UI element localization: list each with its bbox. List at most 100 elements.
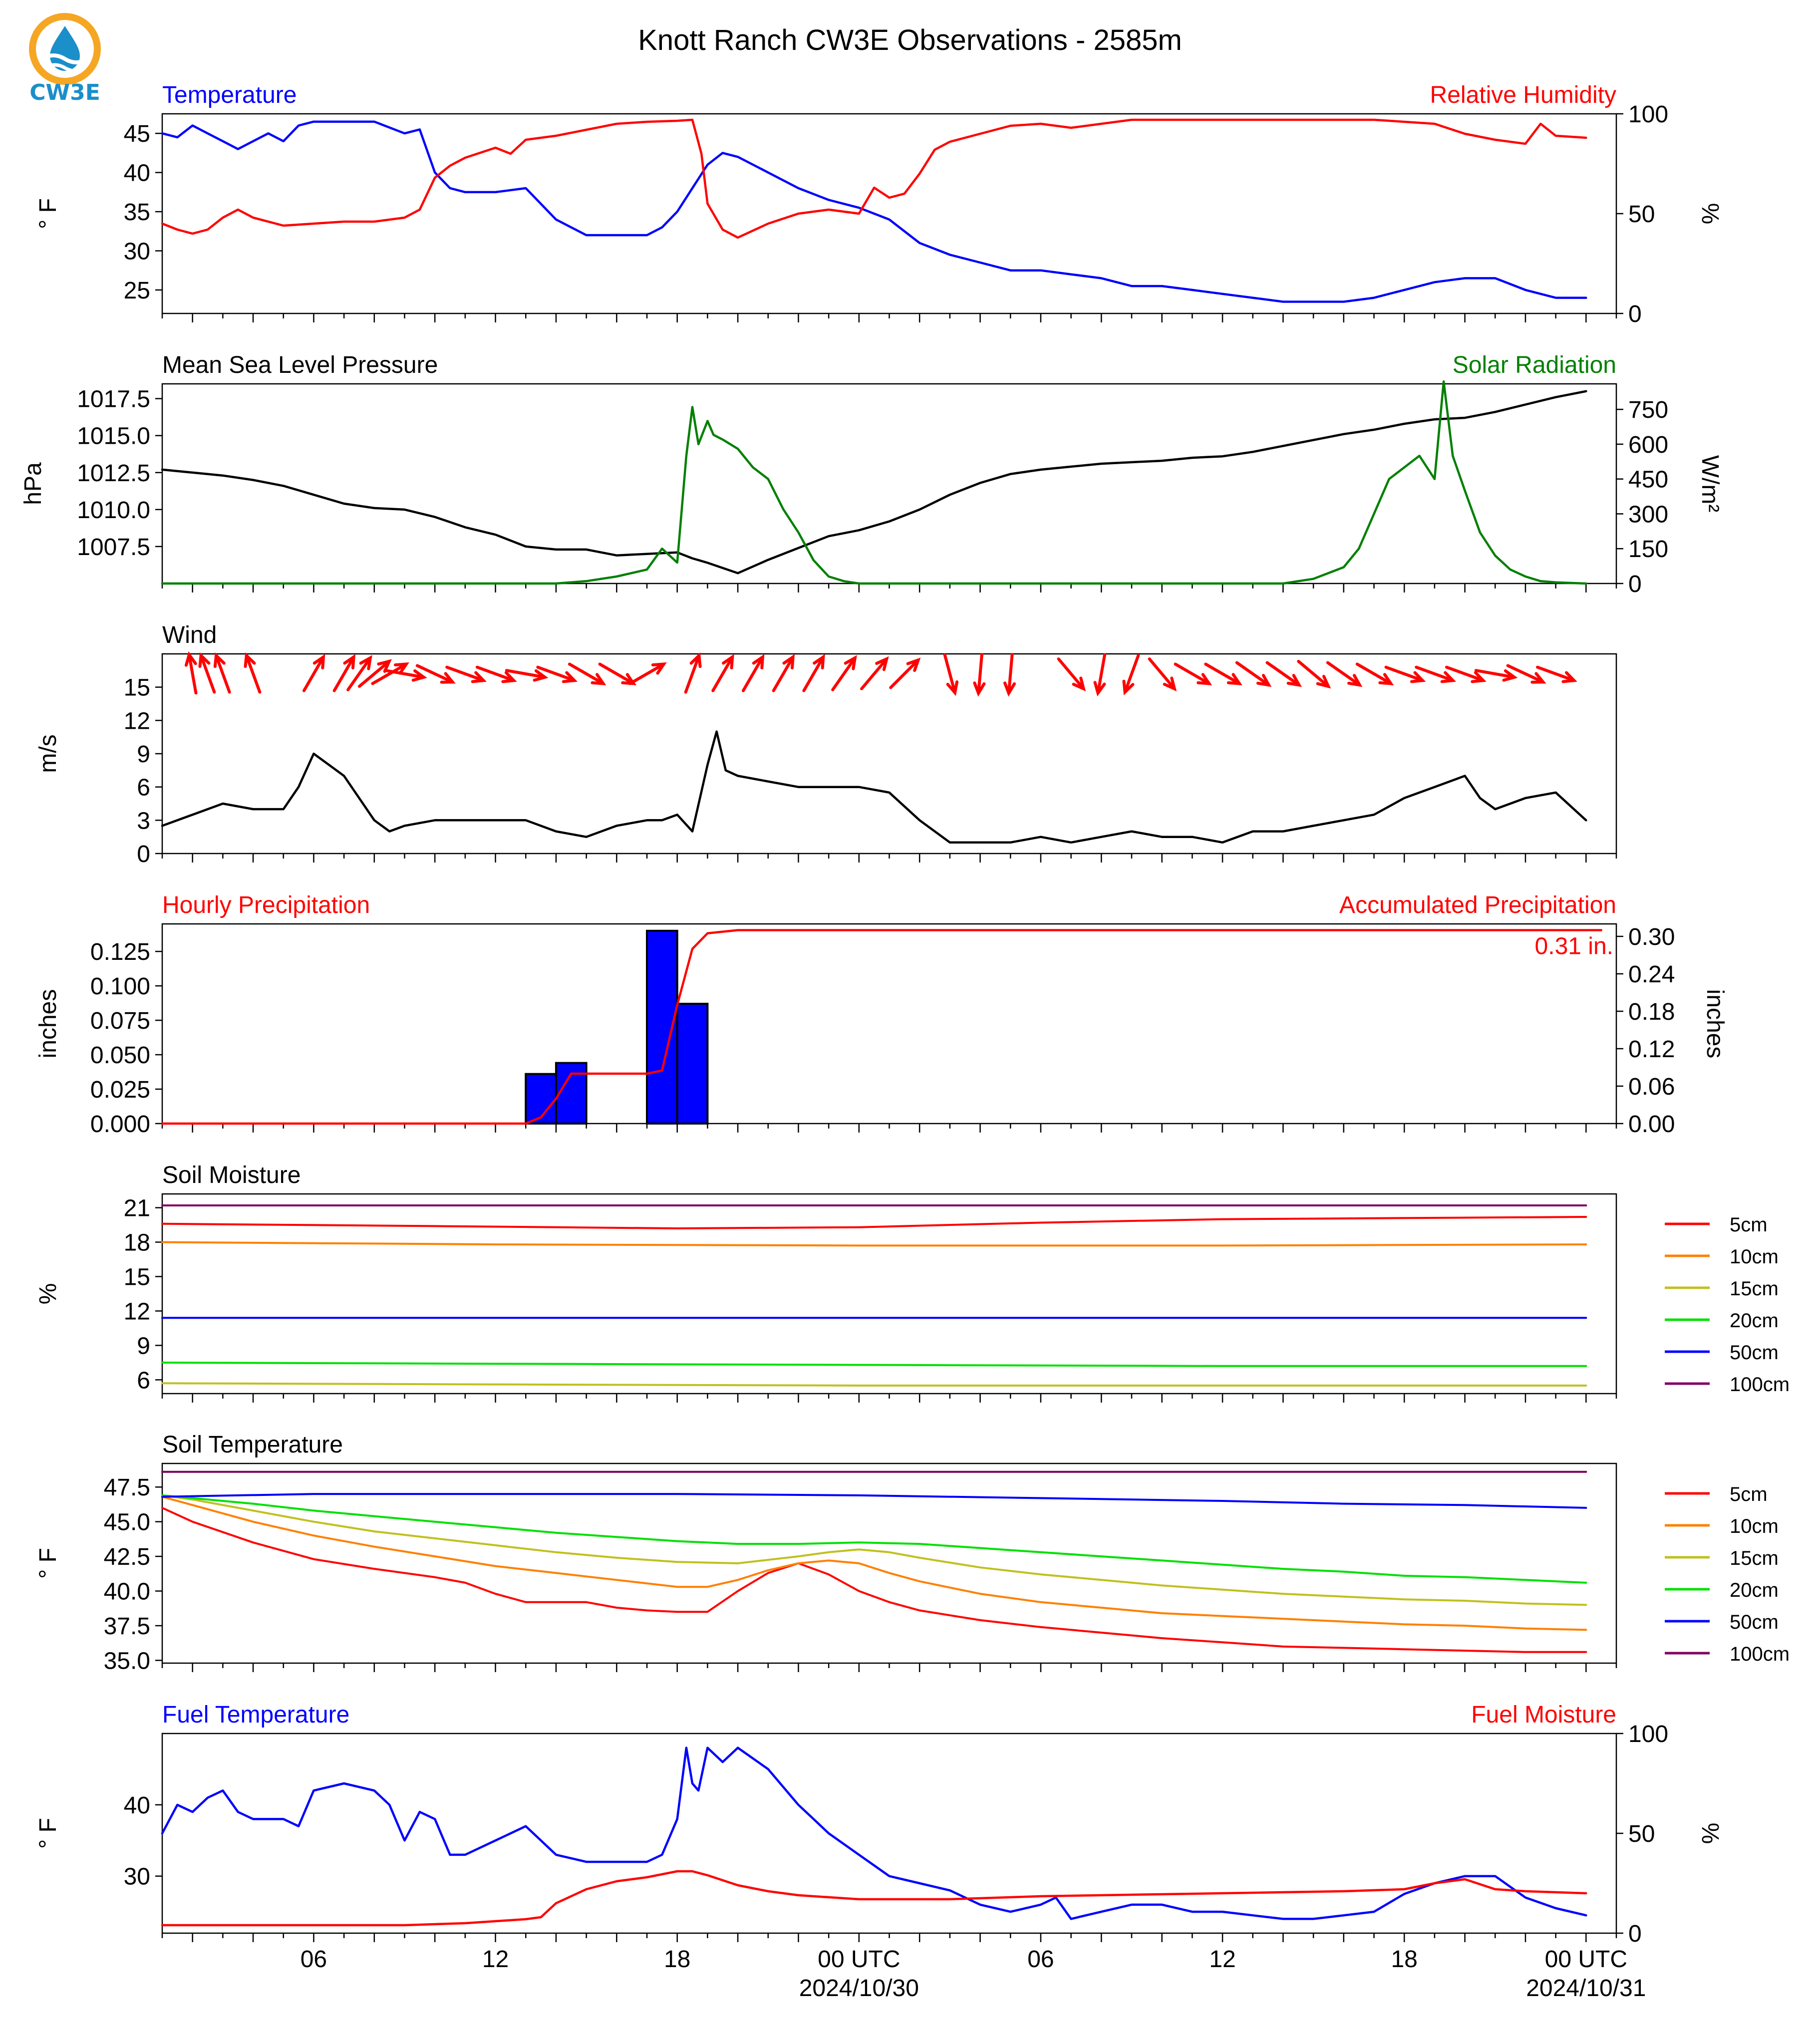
wind-arrow-shaft	[536, 665, 576, 682]
panel-title-left: Mean Sea Level Pressure	[162, 352, 438, 378]
panel-title-left: Fuel Temperature	[162, 1702, 349, 1728]
wind-arrow	[860, 656, 889, 690]
wind-arrow-head	[1440, 671, 1456, 683]
wind-arrow	[1148, 657, 1177, 692]
wind-arrow-head	[946, 680, 959, 696]
wind-arrow-shaft	[187, 653, 198, 695]
y-tick-label-right: 0	[1628, 301, 1642, 327]
wind-arrow	[1384, 665, 1426, 683]
wind-arrow-shaft	[1355, 662, 1393, 685]
wind-arrow	[598, 662, 637, 685]
wind-arrow-head	[393, 662, 409, 675]
figure-title: Knott Ranch CW3E Observations - 2585m	[638, 24, 1182, 56]
wind-arrow	[1057, 657, 1086, 692]
y-tick-label-left: 1010.0	[77, 497, 150, 524]
wind-arrow-shaft	[711, 655, 734, 692]
precip-bar	[555, 1062, 588, 1125]
wind-arrow-head	[906, 657, 921, 672]
y-axis-label-left: hPa	[20, 462, 46, 505]
series-line-20cm	[161, 1494, 1587, 1584]
wind-arrow-head	[1286, 674, 1302, 687]
wind-arrow-head	[1410, 671, 1426, 683]
panel-fuel: Fuel Temperature Fuel Moisture 30 40 ° F 0 50 1…	[35, 1702, 1723, 1947]
wind-arrow-head	[973, 681, 986, 697]
x-tick-label: 18	[664, 1946, 690, 1973]
series-line-solar	[161, 380, 1587, 585]
y-tick-label-left: 9	[137, 1333, 150, 1359]
wind-arrow-head	[244, 652, 256, 668]
series-line-wind_speed	[161, 730, 1587, 844]
x-tick-label: 00 UTC	[818, 1946, 900, 1973]
y-tick-label-right: 450	[1628, 467, 1668, 493]
y-tick-label-left: 35.0	[104, 1648, 150, 1674]
wind-arrow-head	[722, 654, 734, 670]
wind-arrow-shaft	[831, 656, 857, 691]
wind-arrow-head	[621, 673, 637, 685]
wind-arrow-head	[312, 654, 325, 670]
wind-arrow	[1122, 654, 1140, 696]
wind-arrow	[1535, 665, 1577, 683]
wind-arrow-head	[1003, 681, 1016, 697]
legend-label-15cm: 15cm	[1730, 1278, 1779, 1300]
y-tick-label-left: 9	[137, 741, 150, 768]
y-tick-label-left: 3	[137, 808, 150, 834]
wind-arrow-shaft	[1297, 659, 1330, 688]
y-tick-label-left: 1015.0	[77, 423, 150, 450]
precip-bar	[676, 1003, 709, 1125]
wind-arrow-head	[844, 655, 857, 670]
wind-arrow	[475, 665, 517, 683]
y-tick-label-left: 0.100	[90, 973, 150, 1000]
y-tick-label-right: 50	[1628, 201, 1655, 228]
logo-text: CW3E	[29, 80, 100, 105]
y-tick-label-right: 100	[1628, 101, 1668, 128]
wind-arrow	[1235, 661, 1272, 687]
wind-arrow-head	[198, 652, 211, 668]
wind-arrow-shaft	[415, 664, 454, 684]
y-tick-label-left: 1007.5	[77, 534, 150, 561]
series-line-humidity	[161, 1870, 1587, 1927]
x-tick-label: 12	[1209, 1946, 1235, 1973]
wind-arrow-head	[875, 656, 889, 671]
wind-arrow-head	[813, 654, 825, 670]
wind-arrow-shaft	[1123, 654, 1140, 694]
wind-arrow-head	[591, 673, 607, 685]
wind-arrow-shaft	[1326, 661, 1361, 687]
y-tick-label-left: 40.0	[104, 1579, 150, 1605]
panel-wind: Wind 0 3 6 9 12 15 m/s	[35, 622, 1617, 868]
wind-arrow-shaft	[1384, 665, 1424, 682]
series-line-5cm	[161, 1506, 1587, 1653]
wind-arrow-head	[1072, 676, 1086, 692]
legend-label-10cm: 10cm	[1730, 1515, 1779, 1537]
wind-arrow	[244, 652, 262, 694]
y-tick-label-left: 12	[124, 1298, 150, 1325]
wind-arrow-shaft	[215, 654, 231, 694]
precip-bar	[525, 1073, 557, 1125]
y-axis-label-left: inches	[35, 989, 61, 1059]
wind-arrow	[302, 654, 325, 692]
y-tick-label-left: 40	[124, 1792, 150, 1819]
wind-arrow-shaft	[332, 655, 355, 692]
wind-arrow-shaft	[628, 662, 665, 685]
wind-arrow-head	[411, 669, 427, 682]
wind-arrow	[711, 654, 734, 692]
wind-arrow-head	[782, 654, 795, 670]
wind-arrow-shaft	[943, 653, 956, 694]
wind-arrow-shaft	[199, 654, 216, 694]
wind-arrow-head	[1226, 673, 1242, 685]
y-tick-label-left: 45.0	[104, 1509, 150, 1536]
y-tick-label-left: 0.125	[90, 939, 150, 965]
y-tick-label-left: 0.025	[90, 1077, 150, 1103]
wind-arrow	[831, 655, 857, 691]
wind-arrow	[973, 653, 986, 697]
water-drop-icon	[50, 26, 80, 71]
y-tick-label-right: 0	[1628, 571, 1642, 597]
wind-arrow-head	[1347, 674, 1363, 687]
y-tick-label-left: 0.050	[90, 1042, 150, 1069]
legend-label-50cm: 50cm	[1730, 1342, 1779, 1364]
panels: Temperature Relative Humidity2530354045° …	[20, 82, 1790, 1947]
x-tick-label: 06	[1027, 1946, 1054, 1973]
wind-arrow	[1093, 653, 1107, 697]
wind-arrow-shaft	[977, 653, 983, 695]
x-tick-label: 12	[482, 1946, 509, 1973]
